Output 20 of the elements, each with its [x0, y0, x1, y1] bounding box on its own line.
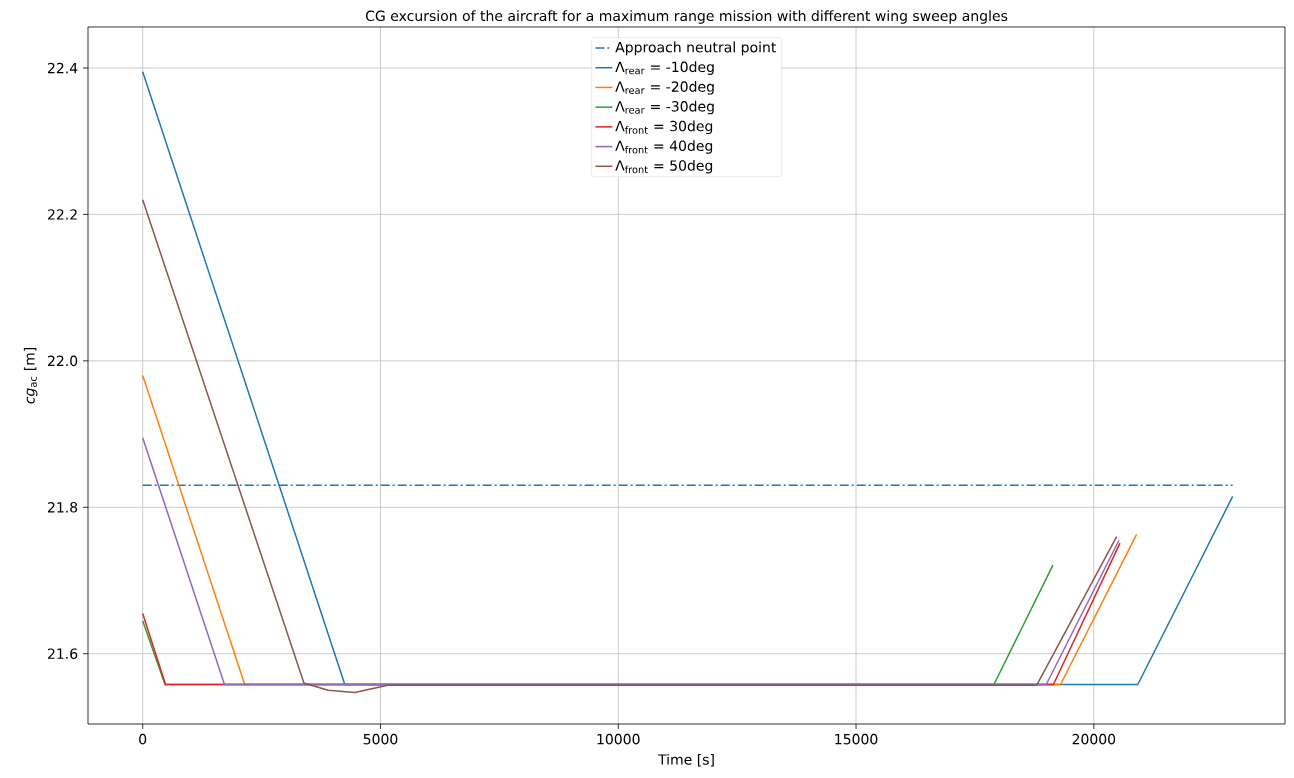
y-tick-label: 22.0 [47, 355, 78, 367]
legend-label: Λ$_{rear}$ = -10deg [615, 61, 714, 75]
y-tick-label: 21.6 [47, 648, 78, 660]
y-tick-label: 22.4 [47, 62, 78, 74]
legend-label: Λ$_{front}$ = 50deg [615, 159, 713, 174]
legend-label: Approach neutral point [615, 41, 777, 56]
x-tick-label: 10000 [597, 733, 640, 745]
chart-title: CG excursion of the aircraft for a maximum range mission with different wing sweep angles [365, 10, 1008, 24]
legend-label: Λ$_{rear}$ = -20deg [615, 81, 714, 95]
x-tick-label: 5000 [363, 733, 398, 745]
y-tick-label: 22.2 [47, 209, 77, 220]
legend-label: Λ$_{front}$ = 30deg [615, 120, 713, 135]
x-axis-title: Time [s] [657, 753, 714, 767]
x-tick-label: 20000 [1072, 733, 1116, 745]
x-tick-label: 0 [139, 733, 147, 745]
y-axis-title: cg$_{ac}$ [m] [23, 347, 38, 404]
legend-label: Λ$_{rear}$ = -30deg [615, 100, 714, 115]
x-tick-label: 15000 [835, 733, 878, 745]
legend-label: Λ$_{front}$ = 40deg [615, 140, 713, 154]
y-tick-label: 21.8 [47, 501, 78, 513]
